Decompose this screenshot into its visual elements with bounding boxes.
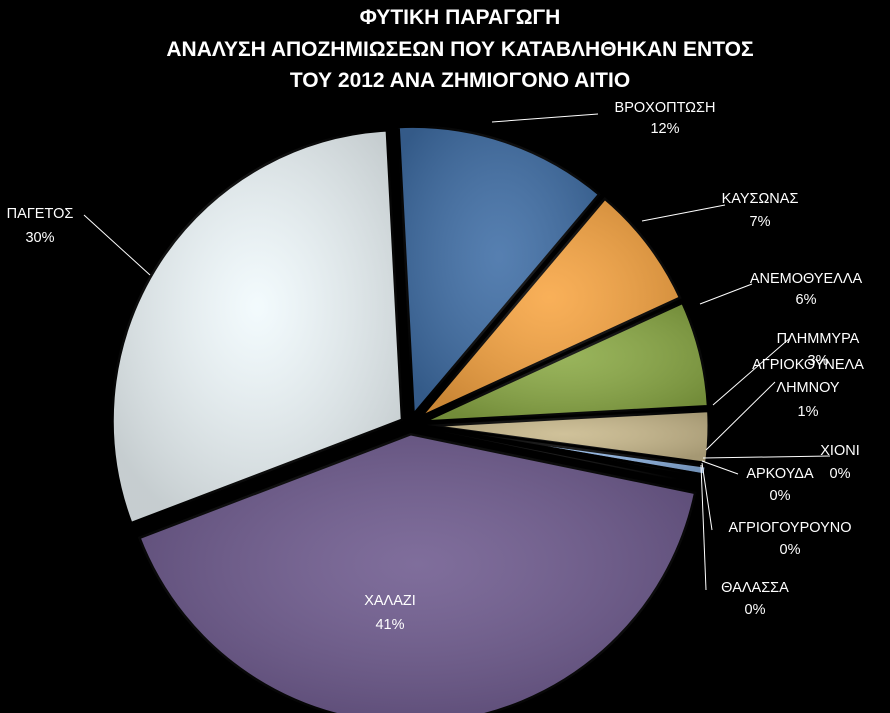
pie-slice-shading [111, 129, 404, 525]
chart-title: ΦΥΤΙΚΗ ΠΑΡΑΓΩΓΗ ΑΝΑΛΥΣΗ ΑΠΟΖΗΜΙΩΣΕΩΝ ΠΟΥ… [166, 6, 753, 92]
chart-title-line-3: ΤΟΥ 2012 ΑΝΑ ΖΗΜΙΟΓΟΝΟ ΑΙΤΙΟ [290, 69, 630, 92]
pie-slice-shading [137, 432, 697, 713]
data-label-percent: 7% [750, 214, 771, 230]
data-label-percent: 6% [796, 292, 817, 308]
data-label-percent: 41% [375, 617, 404, 633]
data-label-name: ΑΓΡΙΟΓΟΥΡΟΥΝΟ [728, 520, 851, 536]
data-label-percent: 0% [830, 466, 851, 482]
pie-slices [108, 122, 713, 713]
leader-line [83, 214, 151, 276]
leader-line [701, 462, 713, 531]
leader-line [641, 204, 726, 222]
data-label-percent: 0% [780, 542, 801, 558]
data-label-name: ΠΛΗΜΜΥΡΑ [777, 331, 860, 347]
data-label-percent: 0% [745, 602, 766, 618]
leader-line [700, 464, 707, 591]
leader-line [491, 113, 599, 123]
data-label-name: ΛΗΜΝΟΥ [776, 380, 840, 396]
chart-title-line-2: ΑΝΑΛΥΣΗ ΑΠΟΖΗΜΙΩΣΕΩΝ ΠΟΥ ΚΑΤΑΒΛΗΘΗΚΑΝ ΕΝ… [166, 38, 753, 61]
pie-slice-shading [397, 125, 601, 418]
leader-line [699, 283, 753, 305]
data-label-name: ΧΑΛΑΖΙ [364, 593, 416, 609]
leader-line [701, 460, 739, 475]
data-label-name: ΚΑΥΣΩΝΑΣ [722, 191, 799, 207]
leader-line [702, 455, 831, 459]
data-label-name: ΑΓΡΙΟΚΟΥΝΕΛΑ [752, 357, 864, 373]
pie-slice-shading [417, 409, 710, 465]
chart-title-line-1: ΦΥΤΙΚΗ ΠΑΡΑΓΩΓΗ [360, 6, 561, 29]
data-label-percent: 1% [798, 404, 819, 420]
pie-slice-shading [417, 426, 705, 486]
data-label-percent: 12% [650, 121, 679, 137]
pie-slice-shading [417, 301, 710, 424]
data-label-name: ΧΙΟΝΙ [820, 443, 859, 459]
data-label-name: ΠΑΓΕΤΟΣ [7, 206, 74, 222]
leader-line [712, 337, 791, 406]
data-label-name: ΑΝΕΜΟΘΥΕΛΛΑ [750, 271, 863, 287]
data-label-name: ΑΡΚΟΥΔΑ [746, 466, 814, 482]
data-labels: ΒΡΟΧΟΠΤΩΣΗ 12% ΚΑΥΣΩΝΑΣ 7% ΑΝΕΜΟΘΥΕΛΛΑ 6% ΠΛΗΜ… [7, 100, 865, 633]
data-label-percent: 0% [770, 488, 791, 504]
leader-lines [83, 113, 831, 591]
data-label-name: ΘΑΛΑΣΣΑ [721, 580, 789, 596]
pie-slice-shading [416, 196, 682, 421]
leader-line [705, 381, 776, 451]
data-label-name: ΒΡΟΧΟΠΤΩΣΗ [615, 100, 716, 116]
data-label-percent: 3% [808, 353, 829, 369]
data-label-percent: 30% [25, 230, 54, 246]
